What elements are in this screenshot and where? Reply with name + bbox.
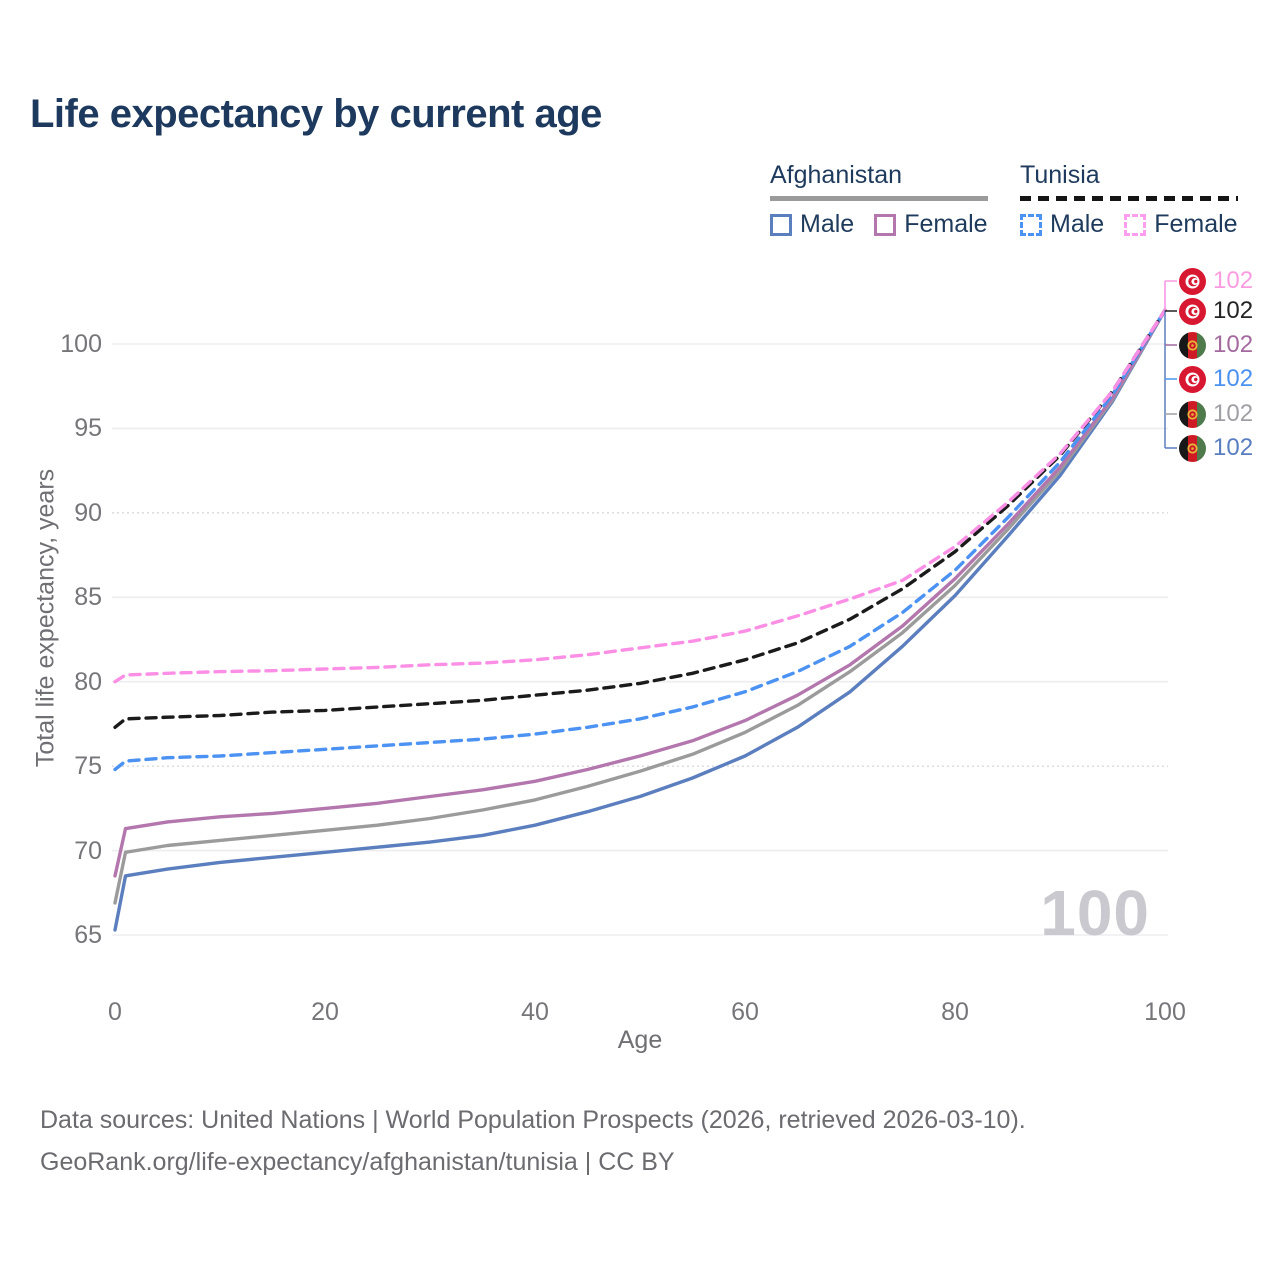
data-sources-text: Data sources: United Nations | World Pop… <box>40 1106 1026 1134</box>
y-tick-label: 65 <box>74 921 102 949</box>
end-label-row-afghanistan-female: 102 <box>1179 331 1253 359</box>
tunisia-male-swatch-icon <box>1020 213 1042 236</box>
end-value: 102 <box>1213 400 1254 427</box>
x-tick-label: 0 <box>108 998 122 1026</box>
series-line-tunisia-both-sexes[interactable] <box>113 308 1167 729</box>
page-title: Life expectancy by current age <box>30 92 602 136</box>
legend-item-tunisia-male[interactable]: Male <box>1020 210 1104 239</box>
afghanistan-male-swatch-icon <box>770 213 792 236</box>
legend-label: Male <box>800 210 855 238</box>
x-tick-label: 60 <box>731 998 759 1026</box>
afghanistan-flag-icon <box>1179 400 1206 428</box>
legend-group-tunisia: Tunisia Male Female <box>1020 161 1238 239</box>
x-tick-label: 80 <box>941 998 969 1026</box>
hover-age-watermark: 100 <box>1040 877 1150 949</box>
legend-header-afghanistan[interactable]: Afghanistan <box>770 161 903 189</box>
legend-label: Female <box>904 210 988 238</box>
legend-header-tunisia[interactable]: Tunisia <box>1020 161 1100 189</box>
x-tick-label: 100 <box>1144 998 1186 1026</box>
end-label-row-afghanistan-male: 102 <box>1179 434 1253 462</box>
attribution-link-text[interactable]: GeoRank.org/life-expectancy/afghanistan/… <box>40 1148 675 1176</box>
y-tick-label: 100 <box>60 330 102 358</box>
legend-item-tunisia-female[interactable]: Female <box>1124 210 1238 239</box>
end-value: 102 <box>1213 297 1254 324</box>
tunisia-flag-icon <box>1179 267 1206 295</box>
end-value: 102 <box>1213 434 1254 461</box>
end-label-row-afghanistan-both-sexes: 102 <box>1179 400 1253 428</box>
end-value: 102 <box>1213 365 1254 392</box>
legend-item-afghanistan-male[interactable]: Male <box>770 210 854 239</box>
x-axis-title: Age <box>617 1026 663 1054</box>
series-line-tunisia-female[interactable] <box>113 308 1167 684</box>
legend-underline-tunisia <box>1020 196 1238 201</box>
series-line-tunisia-male[interactable] <box>113 308 1167 772</box>
end-value: 102 <box>1213 267 1254 294</box>
series-line-afghanistan-both-sexes[interactable] <box>113 308 1167 905</box>
end-label-row-tunisia-male: 102 <box>1179 365 1253 393</box>
y-tick-label: 75 <box>74 752 102 781</box>
y-tick-label: 95 <box>74 414 102 443</box>
y-tick-label: 70 <box>74 836 102 865</box>
tunisia-female-swatch-icon <box>1124 213 1147 236</box>
y-tick-label: 90 <box>74 498 102 527</box>
legend-underline-afghanistan <box>770 196 988 201</box>
series-line-afghanistan-male[interactable] <box>113 308 1167 932</box>
legend-label: Male <box>1050 210 1105 238</box>
legend-group-afghanistan: Afghanistan Male Female <box>770 161 988 239</box>
end-label-row-tunisia-female: 102 <box>1179 267 1253 295</box>
y-tick-label: 85 <box>74 583 102 612</box>
afghanistan-female-swatch-icon <box>874 213 897 236</box>
legend-label: Female <box>1154 210 1238 238</box>
afghanistan-flag-icon <box>1179 331 1206 359</box>
end-label-row-tunisia-both-sexes: 102 <box>1179 297 1253 325</box>
x-tick-label: 20 <box>311 998 339 1026</box>
end-value: 102 <box>1213 331 1254 358</box>
afghanistan-flag-icon <box>1179 434 1206 462</box>
legend-item-afghanistan-female[interactable]: Female <box>874 210 988 239</box>
series-line-afghanistan-female[interactable] <box>113 308 1167 878</box>
tunisia-flag-icon <box>1179 297 1206 325</box>
y-tick-label: 80 <box>74 667 102 696</box>
tunisia-flag-icon <box>1179 365 1206 393</box>
x-tick-label: 40 <box>521 998 549 1026</box>
